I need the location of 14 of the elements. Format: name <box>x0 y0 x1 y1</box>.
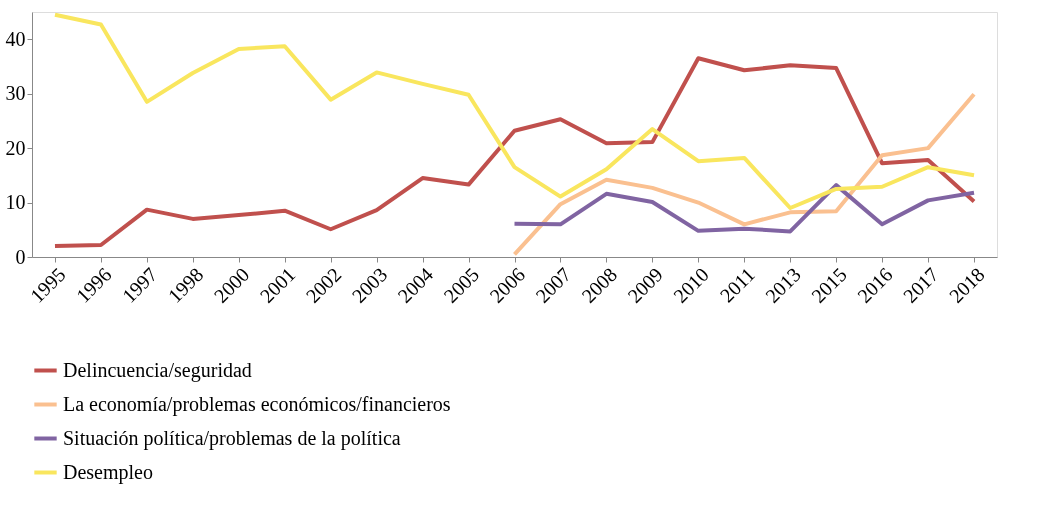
y-tick-label: 40 <box>5 27 26 50</box>
legend-label: Desempleo <box>63 460 153 484</box>
y-tick-label: 0 <box>15 245 26 268</box>
y-tick-label: 20 <box>5 136 26 159</box>
x-tick-label: 2011 <box>715 263 759 307</box>
line-series <box>512 183 977 234</box>
legend-label: Delincuencia/seguridad <box>63 358 252 382</box>
legend-label: La economía/problemas económicos/financieros <box>63 392 451 416</box>
line-series <box>512 92 977 257</box>
line-series <box>52 56 977 249</box>
line-series <box>52 12 977 210</box>
legend-label: Situación política/problemas de la política <box>63 426 401 450</box>
y-tick-label: 30 <box>5 82 26 105</box>
y-tick-label: 10 <box>5 191 26 214</box>
